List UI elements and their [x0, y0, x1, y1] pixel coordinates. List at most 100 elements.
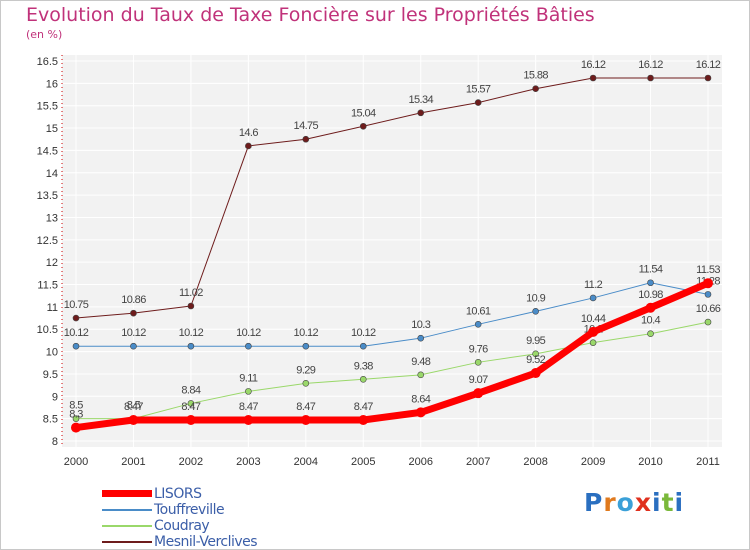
data-point-lisors: [185, 414, 196, 425]
data-point-coudray: [302, 380, 310, 387]
legend-label: Touffreville: [154, 502, 225, 518]
data-point-lisors: [415, 407, 426, 418]
data-point-coudray: [72, 415, 80, 422]
data-point-lisors: [243, 414, 254, 425]
y-tick-label: 10.5: [37, 324, 58, 336]
data-label-coudray: 9.48: [411, 356, 430, 368]
data-label-touffreville: 10.12: [64, 327, 89, 339]
data-label-mesnil-verclives: 10.86: [121, 294, 146, 306]
logo-letter: t: [661, 488, 675, 517]
data-point-mesnil-verclives: [704, 74, 712, 82]
y-tick-label: 15: [46, 123, 58, 135]
data-point-mesnil-verclives: [187, 302, 195, 310]
logo-letter: o: [616, 488, 635, 517]
data-point-mesnil-verclives: [302, 135, 310, 143]
data-label-touffreville: 10.61: [466, 305, 491, 317]
data-point-mesnil-verclives: [245, 142, 252, 150]
x-tick-label: 2011: [696, 456, 720, 468]
y-tick-label: 10: [46, 347, 58, 359]
data-point-mesnil-verclives: [474, 99, 482, 106]
y-tick-label: 12.5: [37, 235, 58, 247]
data-point-mesnil-verclives: [647, 74, 654, 82]
y-tick-label: 11.5: [37, 280, 58, 292]
y-tick-label: 14: [46, 168, 58, 180]
data-point-touffreville: [474, 321, 482, 328]
data-label-mesnil-verclives: 14.6: [239, 127, 258, 139]
series-line-lisors: [72, 279, 712, 432]
data-label-coudray: 8.84: [181, 384, 200, 396]
y-tick-label: 9: [52, 391, 58, 403]
data-label-mesnil-verclives: 14.75: [294, 120, 319, 132]
data-label-mesnil-verclives: 15.57: [466, 84, 491, 96]
data-point-touffreville: [359, 342, 367, 350]
data-point-touffreville: [704, 291, 712, 298]
data-label-lisors: 8.47: [181, 401, 200, 413]
logo-letter: i: [652, 488, 662, 517]
series-line-touffreville: [75, 282, 709, 347]
data-label-lisors: 11.53: [696, 264, 720, 276]
y-tick-label: 15.5: [37, 101, 58, 113]
data-point-mesnil-verclives: [72, 314, 80, 322]
data-point-coudray: [704, 318, 712, 326]
series-line-mesnil-verclives: [75, 77, 709, 319]
y-tick-label: 9.5: [43, 369, 58, 381]
data-label-touffreville: 11.54: [639, 264, 663, 276]
data-point-lisors: [530, 368, 541, 379]
data-label-lisors: 8.64: [411, 393, 430, 405]
proxiti-logo: Proxiti: [584, 488, 684, 517]
y-tick-label: 14.5: [37, 145, 58, 157]
data-label-coudray: 9.38: [354, 360, 373, 372]
logo-letter: i: [674, 488, 685, 517]
data-label-lisors: 9.52: [526, 354, 545, 366]
data-point-coudray: [532, 350, 539, 358]
x-tick-label: 2004: [294, 456, 318, 468]
data-label-coudray: 10.66: [696, 303, 721, 315]
data-label-lisors: 8.47: [354, 401, 373, 413]
data-point-touffreville: [589, 294, 597, 302]
chart-title: Evolution du Taux de Taxe Foncière sur l…: [26, 4, 595, 26]
series-line-coudray: [75, 321, 709, 420]
data-label-coudray: 9.95: [526, 335, 545, 347]
data-label-coudray: 8.5: [69, 400, 83, 412]
data-point-lisors: [300, 414, 311, 425]
data-label-coudray: 10.4: [641, 315, 660, 327]
data-label-coudray: 9.11: [239, 372, 258, 384]
data-point-coudray: [474, 359, 482, 366]
data-label-mesnil-verclives: 10.75: [64, 299, 89, 311]
data-label-touffreville: 10.12: [294, 327, 319, 339]
data-label-lisors: 10.44: [581, 313, 606, 325]
x-tick-label: 2001: [121, 456, 145, 468]
data-point-mesnil-verclives: [417, 109, 425, 117]
y-axis-unit-label: (en %): [26, 28, 63, 41]
y-tick-label: 11: [47, 302, 58, 314]
x-tick-label: 2007: [466, 456, 490, 468]
data-label-lisors: 9.07: [469, 374, 488, 386]
data-label-lisors: 8.3: [69, 409, 83, 421]
data-label-mesnil-verclives: 16.12: [581, 59, 606, 71]
data-point-touffreville: [302, 342, 310, 350]
data-point-lisors: [588, 326, 599, 337]
data-label-mesnil-verclives: 15.88: [523, 70, 548, 82]
data-point-touffreville: [130, 342, 137, 350]
legend-swatch: [102, 490, 152, 497]
y-tick-label: 16: [46, 78, 58, 90]
data-point-touffreville: [417, 334, 425, 342]
x-tick-label: 2005: [351, 456, 375, 468]
y-tick-label: 16.5: [37, 56, 58, 68]
legend-swatch: [102, 541, 152, 543]
logo-letter: r: [603, 488, 617, 517]
data-point-lisors: [473, 388, 484, 399]
data-point-coudray: [647, 330, 654, 338]
data-label-lisors: 8.47: [239, 401, 258, 413]
data-point-mesnil-verclives: [532, 85, 539, 93]
data-point-touffreville: [647, 279, 654, 287]
data-point-lisors: [128, 414, 139, 425]
data-label-touffreville: 10.9: [526, 292, 545, 304]
y-tick-label: 8: [52, 436, 58, 448]
data-label-coudray: 9.29: [296, 364, 315, 376]
data-label-touffreville: 10.12: [179, 327, 204, 339]
data-label-lisors: 10.98: [638, 289, 663, 301]
data-label-touffreville: 10.3: [411, 319, 430, 331]
data-label-mesnil-verclives: 15.04: [351, 107, 376, 119]
